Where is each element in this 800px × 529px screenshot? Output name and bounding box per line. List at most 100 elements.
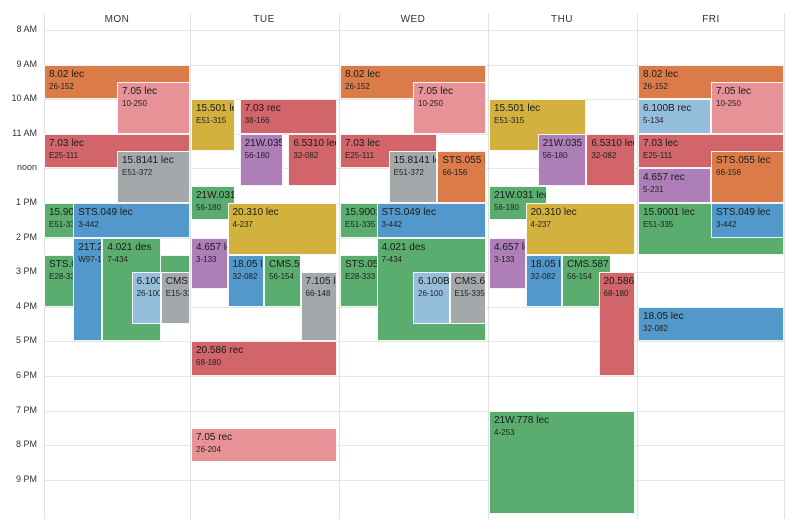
event-title: 7.03 lec [49, 137, 85, 149]
event-title: 21W.031 lec [196, 189, 235, 201]
event-block[interactable]: STS.049 lec 3-442 [376, 203, 486, 238]
event-room: 3-442 [381, 220, 402, 229]
event-block[interactable]: 6.5310 lec 32-082 [288, 133, 337, 186]
event-title: 6.100B lec [136, 276, 160, 288]
event-title: 7.05 lec [418, 85, 454, 97]
day-header-fri: FRI [702, 14, 720, 25]
event-room: 4-253 [494, 427, 515, 437]
event-title: 20.310 lec [232, 207, 279, 218]
event-title: 15.9001 lec [643, 207, 695, 218]
event-block[interactable]: 20.310 lec 4-237 [227, 203, 337, 255]
event-title: 18.05 lec [530, 258, 562, 270]
event-block[interactable]: 4.657 rec 5-231 [638, 168, 711, 203]
event-block[interactable]: CMS.617E15-335 [160, 272, 190, 325]
event-block[interactable]: 6.100B rec 5-134 [638, 99, 711, 134]
event-room: 7-434 [381, 254, 402, 264]
event-block[interactable]: 21W.778 lec 4-253 [489, 410, 635, 515]
day-divider [784, 14, 785, 519]
event-title: 6.5310 lec [293, 137, 337, 149]
hour-label: 1 PM [15, 197, 37, 207]
day-divider [339, 14, 340, 519]
hour-label: 8 PM [15, 439, 37, 450]
event-room: 5-134 [643, 116, 664, 126]
event-room: 56-180 [494, 202, 519, 212]
event-block[interactable]: STS.049 lec 3-442 [73, 203, 190, 238]
event-room: 3-442 [716, 220, 737, 229]
event-title: 4.021 des [107, 241, 152, 253]
event-room: 32-082 [591, 150, 617, 160]
event-block[interactable]: STS.049 lec 3-442 [711, 203, 784, 238]
event-title: 18.05 lec [643, 310, 684, 322]
event-room: E25-111 [345, 150, 375, 160]
event-room: 3-442 [78, 220, 99, 229]
day-divider [488, 14, 489, 519]
event-title: 6.5310 lec [591, 137, 635, 149]
hour-label: 3 PM [15, 266, 37, 277]
event-title: 21W.035 [542, 137, 583, 149]
event-block[interactable]: 7.05 lec 10-250 [711, 81, 784, 134]
hour-label: 11 AM [12, 127, 37, 138]
event-room: E28-333 [49, 271, 80, 281]
event-title: 18.05 lec [232, 258, 264, 270]
event-block[interactable]: 21W.035 56-180 [537, 133, 587, 186]
event-title: 20.586 rec [196, 345, 244, 357]
event-room: 26-152 [643, 81, 668, 91]
event-title: 7.03 lec [643, 137, 679, 149]
hour-label: 4 PM [15, 300, 37, 311]
event-title: 4.657 lec [196, 241, 227, 253]
event-block[interactable]: 20.310 lec 4-237 [525, 203, 635, 255]
day-header-wed: WED [400, 14, 426, 25]
event-block[interactable]: 7.05 rec 26-204 [191, 427, 337, 463]
event-room: 68-180 [603, 289, 629, 299]
event-block[interactable]: 7.05 lec 10-250 [117, 81, 190, 134]
event-room: 56-154 [567, 271, 592, 281]
event-room: 26-204 [196, 444, 221, 454]
event-title: 7.03 rec [244, 103, 281, 115]
event-room: 56-180 [196, 202, 221, 212]
event-room: E15-335 [165, 289, 189, 299]
event-block[interactable]: 21W.035 56-180 [239, 133, 284, 186]
hour-gridline [44, 410, 784, 412]
event-block[interactable]: 7.05 lec 10-250 [413, 81, 486, 134]
hour-label: 7 PM [15, 404, 37, 415]
event-room: 66-156 [442, 168, 468, 178]
event-room: 56-154 [269, 271, 294, 281]
hour-label: 10 AM [11, 93, 37, 104]
event-room: W97-160 [78, 254, 102, 264]
event-block[interactable]: CMS.617E15-335 [449, 272, 486, 325]
event-room: 66-156 [716, 168, 741, 178]
event-room: 10-250 [418, 98, 443, 108]
event-room: 66-148 [305, 289, 331, 299]
hour-gridline [44, 376, 784, 377]
event-block[interactable]: 6.5310 lec 32-082 [586, 133, 635, 186]
hour-gridline [44, 445, 784, 447]
event-room: E51-335 [643, 220, 674, 229]
event-room: E51-315 [196, 116, 227, 126]
event-title: 15.9001 lec [345, 207, 397, 218]
event-room: E51-315 [494, 116, 525, 126]
event-title: 15.8141 lec [122, 155, 174, 167]
event-block[interactable]: 7.03 rec 38-166 [239, 99, 337, 134]
event-room: 10-250 [122, 98, 147, 108]
event-block[interactable]: 21T.205W97-160 [73, 237, 103, 342]
event-room: 38-166 [244, 116, 270, 126]
event-title: 15.501 lec [196, 103, 234, 115]
event-room: E51-335 [49, 220, 80, 229]
